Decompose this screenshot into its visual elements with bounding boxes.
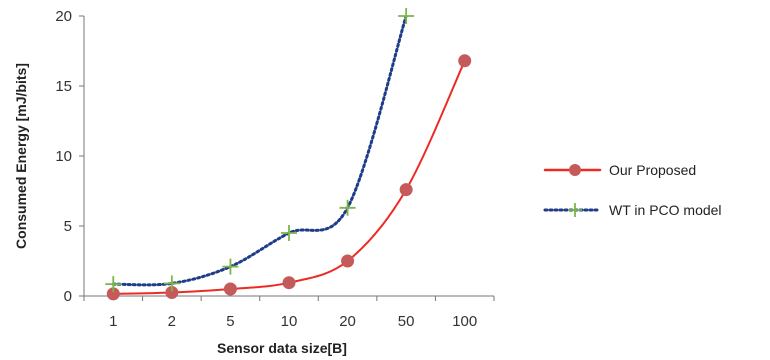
legend-label: WT in PCO model (609, 202, 722, 218)
marker-layer (105, 8, 472, 301)
data-point (399, 183, 413, 197)
y-tick-label: 10 (55, 148, 72, 165)
data-point (282, 276, 296, 290)
y-tick-label: 5 (64, 218, 72, 235)
y-tick-label: 15 (55, 78, 72, 95)
y-axis-label: Consumed Energy [mJ/bits] (13, 63, 29, 249)
x-tick-label: 2 (168, 313, 176, 330)
legend: Our Proposed WT in PCO model (543, 162, 722, 218)
y-tick-label: 20 (55, 8, 72, 25)
data-point (163, 275, 180, 292)
legend-item-1: WT in PCO model (543, 202, 722, 218)
x-tick-label: 20 (339, 313, 356, 330)
series-layer (111, 16, 466, 295)
x-tick-label: 10 (281, 313, 298, 330)
data-point (458, 54, 472, 68)
legend-item-0: Our Proposed (543, 162, 696, 178)
series-line-1 (111, 16, 408, 287)
data-point (222, 258, 239, 275)
x-tick-label: 1 (109, 313, 117, 330)
data-point (341, 254, 355, 268)
x-ticks: 1 2 5 10 20 50 100 (83, 296, 495, 330)
y-ticks: 0 5 10 15 20 (55, 8, 84, 305)
y-tick-label: 0 (64, 288, 72, 305)
data-point (339, 199, 356, 216)
legend-marker (569, 164, 581, 176)
data-point (105, 276, 122, 293)
x-tick-label: 50 (398, 313, 415, 330)
legend-marker (568, 203, 582, 217)
axes (83, 16, 494, 297)
data-point (281, 225, 297, 241)
x-tick-label: 100 (452, 313, 477, 330)
x-tick-label: 5 (226, 313, 234, 330)
series-line-0 (112, 59, 466, 295)
legend-label: Our Proposed (609, 162, 696, 178)
data-point (398, 8, 415, 24)
data-point (223, 282, 237, 296)
x-axis-label: Sensor data size[B] (217, 340, 347, 356)
